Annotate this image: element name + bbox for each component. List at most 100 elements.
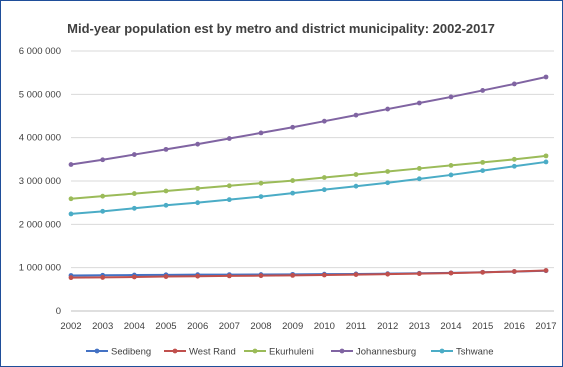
data-point: [258, 273, 264, 279]
data-point: [543, 159, 549, 165]
data-point: [511, 156, 517, 162]
legend-item: West Rand: [164, 347, 236, 358]
x-tick-label: 2012: [377, 321, 398, 332]
y-axis-ticks: 0 1 000 000 2 000 000 3 000 000 4 000 000 5 0…: [19, 46, 61, 317]
x-tick-label: 2013: [409, 321, 430, 332]
data-point: [353, 272, 359, 277]
data-point: [353, 172, 359, 177]
data-point: [543, 74, 549, 80]
data-point: [258, 130, 264, 136]
data-point: [195, 185, 201, 191]
y-tick-label: 4 000 000: [19, 133, 61, 144]
data-point: [416, 176, 422, 182]
legend-swatch-marker: [439, 348, 445, 354]
data-point: [131, 191, 137, 196]
legend-swatch-marker: [252, 348, 258, 354]
data-point: [353, 183, 359, 189]
x-tick-label: 2006: [187, 321, 208, 332]
data-point: [258, 180, 264, 186]
data-point: [163, 188, 169, 194]
x-tick-label: 2016: [504, 321, 525, 332]
legend-label: Sedibeng: [111, 347, 151, 358]
data-point: [100, 275, 106, 280]
data-point: [321, 118, 327, 124]
data-point: [480, 88, 486, 93]
data-point: [321, 175, 327, 180]
data-point: [480, 159, 486, 165]
data-point: [290, 190, 296, 196]
data-point: [385, 180, 391, 186]
gridlines: [71, 50, 554, 312]
x-tick-label: 2014: [440, 321, 461, 332]
data-point: [195, 200, 201, 206]
x-tick-label: 2003: [92, 321, 113, 332]
legend: Sedibeng West Rand Ekurhuleni Johannesburg T…: [86, 347, 494, 358]
series-west-rand: [68, 268, 549, 281]
y-tick-label: 0: [56, 306, 61, 317]
data-point: [100, 157, 106, 163]
data-point: [131, 205, 137, 211]
data-point: [131, 152, 137, 157]
x-tick-label: 2010: [314, 321, 335, 332]
y-tick-label: 1 000 000: [19, 263, 61, 274]
data-point: [511, 269, 517, 274]
legend-label: Ekurhuleni: [269, 347, 314, 358]
data-point: [226, 136, 232, 141]
x-tick-label: 2005: [155, 321, 176, 332]
data-point: [163, 146, 169, 152]
data-point: [416, 166, 422, 171]
x-axis-ticks: 2002 2003 2004 2005 2006 2007 2008 2009 2010 2011…: [60, 321, 556, 332]
data-point: [163, 202, 169, 208]
data-point: [290, 178, 296, 183]
data-point: [448, 94, 454, 100]
x-tick-label: 2011: [346, 321, 366, 332]
data-point: [448, 163, 454, 168]
data-point: [226, 273, 232, 279]
data-point: [68, 196, 74, 202]
data-point: [68, 275, 74, 281]
y-tick-label: 6 000 000: [19, 46, 61, 57]
data-point: [416, 271, 422, 277]
x-tick-label: 2007: [219, 321, 240, 332]
data-point: [131, 274, 137, 280]
data-point: [480, 269, 486, 275]
legend-label: Tshwane: [456, 347, 494, 358]
series-ekurhuleni: [68, 153, 549, 202]
series-tshwane: [68, 159, 549, 217]
legend-label: Johannesburg: [356, 347, 416, 358]
data-point: [385, 169, 391, 174]
legend-swatch-marker: [339, 348, 345, 354]
series-line: [70, 154, 547, 200]
data-point: [100, 208, 106, 214]
data-point: [68, 211, 74, 217]
data-point: [290, 272, 296, 278]
data-point: [258, 194, 264, 200]
data-point: [195, 141, 201, 147]
data-point: [321, 272, 327, 278]
data-point: [226, 183, 232, 189]
data-point: [353, 112, 359, 118]
data-point: [448, 172, 454, 178]
data-point: [385, 106, 391, 112]
data-point: [416, 100, 422, 106]
y-tick-label: 5 000 000: [19, 89, 61, 100]
legend-swatch-marker: [172, 348, 178, 354]
legend-item: Sedibeng: [86, 347, 151, 358]
data-point: [290, 124, 296, 130]
series-line: [70, 269, 547, 279]
x-tick-label: 2004: [124, 321, 145, 332]
legend-swatch-marker: [94, 348, 100, 354]
chart-title: Mid-year population est by metro and dis…: [67, 21, 495, 36]
data-point: [321, 187, 327, 193]
data-point: [385, 271, 391, 277]
y-tick-label: 3 000 000: [19, 176, 61, 187]
data-point: [163, 274, 169, 279]
data-point: [543, 268, 549, 273]
x-tick-label: 2009: [282, 321, 303, 332]
data-point: [448, 270, 454, 276]
series-johannesburg: [68, 74, 549, 167]
x-tick-label: 2002: [60, 321, 81, 332]
legend-item: Tshwane: [431, 347, 494, 358]
